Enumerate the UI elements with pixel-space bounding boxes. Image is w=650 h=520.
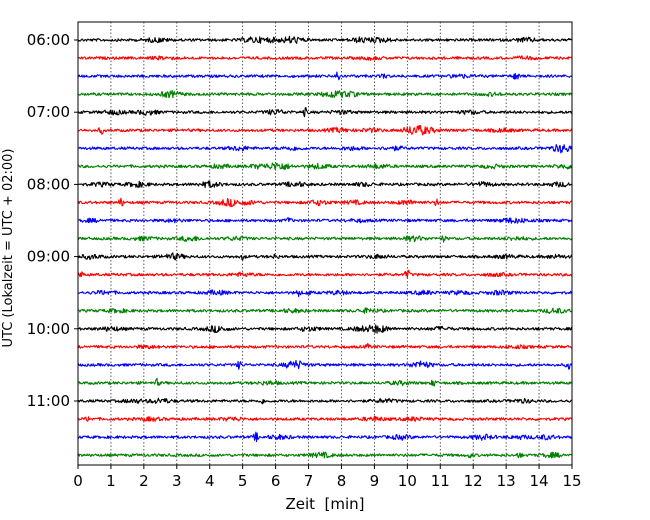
- trace-row: [77, 415, 573, 422]
- seismogram-traces: [77, 35, 573, 459]
- trace-row: [77, 359, 573, 370]
- trace-row: [77, 252, 573, 261]
- trace-row: [77, 451, 573, 459]
- x-tick-label: 4: [205, 472, 215, 490]
- trace-row: [77, 89, 573, 99]
- trace-row: [77, 71, 573, 81]
- trace-row: [77, 289, 573, 298]
- x-tick-label: 15: [562, 472, 581, 490]
- y-tick-label: 08:00: [27, 175, 70, 193]
- trace-row: [77, 35, 573, 44]
- x-tick-label: 6: [271, 472, 281, 490]
- trace-row: [77, 307, 573, 314]
- y-tick-label: 11:00: [27, 392, 70, 410]
- trace-row: [77, 431, 573, 443]
- trace-row: [77, 377, 573, 387]
- x-tick-label: 14: [530, 472, 549, 490]
- x-axis-label: Zeit [min]: [285, 495, 364, 513]
- x-tick-label: 8: [337, 472, 347, 490]
- trace-row: [77, 324, 573, 334]
- x-tick-label: 2: [139, 472, 149, 490]
- y-tick-label: 07:00: [27, 103, 70, 121]
- x-tick-label: 0: [73, 472, 83, 490]
- trace-row: [77, 144, 573, 154]
- y-tick-label: 10:00: [27, 320, 70, 338]
- x-tick-label: 9: [370, 472, 380, 490]
- x-tick-label: 11: [431, 472, 450, 490]
- trace-row: [77, 217, 573, 224]
- x-tick-label: 7: [304, 472, 314, 490]
- trace-row: [77, 197, 573, 208]
- trace-row: [77, 342, 573, 350]
- trace-row: [77, 180, 573, 189]
- plot-area-background: [78, 22, 572, 465]
- grid-lines: [110, 22, 540, 465]
- x-tick-label: 3: [172, 472, 182, 490]
- y-axis-ticks: 06:00 07:00 08:00 09:00 10:00 11:00: [27, 31, 78, 410]
- trace-row: [77, 235, 573, 243]
- x-tick-label: 5: [238, 472, 248, 490]
- x-tick-label: 1: [106, 472, 116, 490]
- y-tick-label: 06:00: [27, 31, 70, 49]
- trace-row: [77, 124, 573, 136]
- trace-row: [77, 269, 572, 279]
- plot-frame: [77, 21, 573, 466]
- trace-row: [77, 55, 573, 61]
- y-axis-label: UTC (Lokalzeit = UTC + 02:00): [1, 149, 16, 348]
- x-axis-ticks: 0 1 2 3 4 5 6 7 8 9 10 11 12 13 14 15: [73, 465, 582, 490]
- x-tick-label: 12: [464, 472, 483, 490]
- trace-row: [77, 162, 573, 171]
- y-tick-label: 09:00: [27, 248, 70, 266]
- x-tick-label: 13: [497, 472, 516, 490]
- trace-row: [77, 397, 573, 405]
- x-tick-label: 10: [398, 472, 417, 490]
- trace-row: [77, 107, 573, 118]
